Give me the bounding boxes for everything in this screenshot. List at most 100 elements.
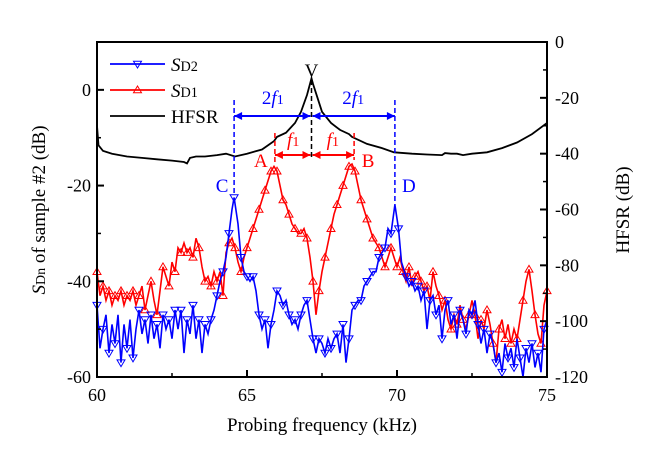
data-point-SD1 [104, 285, 114, 295]
data-point-SD1 [206, 281, 216, 290]
data-point-SD2 [104, 349, 114, 359]
y-axis-label-left: SDn of sample #2 (dB) [29, 125, 50, 294]
ticks: 60 65 70 75 0 -20 -40 -60 0 -20 -40 -60 -80 -100 -120 [67, 32, 588, 405]
data-point-SD1 [332, 199, 342, 209]
data-point-SD2 [308, 335, 318, 344]
label-V: V [305, 61, 319, 82]
data-point-SD2 [393, 225, 404, 234]
data-point-SD2 [356, 297, 366, 306]
data-point-SD1 [308, 276, 318, 285]
data-point-SD2 [374, 254, 384, 263]
x-tick-label: 70 [388, 385, 406, 405]
y-tick-label: -20 [67, 176, 91, 196]
x-tick-label: 65 [238, 385, 256, 405]
legend-label-SD1-sub: D1 [181, 85, 198, 101]
data-point-SD1 [518, 295, 528, 304]
data-point-SD1 [440, 295, 450, 304]
data-point-SD1 [296, 228, 306, 237]
data-point-SD1 [170, 266, 180, 276]
arrow-f1-left-head-right [302, 151, 311, 159]
data-point-SD2 [443, 297, 453, 306]
label-2f1-right-f: f [352, 88, 360, 109]
data-point-SD1 [122, 290, 132, 299]
label-2f1-right-sub: 1 [357, 93, 364, 108]
data-point-SD1 [362, 214, 372, 223]
data-point-SD2 [449, 311, 459, 320]
data-point-SD2 [110, 340, 120, 349]
label-f1-left: f1 [287, 130, 299, 151]
data-point-SD2 [224, 230, 234, 239]
data-point-SD1 [194, 242, 204, 252]
data-point-SD2 [152, 321, 162, 330]
data-point-SD1 [224, 238, 234, 247]
data-point-SD2 [527, 340, 537, 349]
label-A: A [254, 151, 268, 172]
data-point-SD2 [362, 277, 372, 287]
data-point-SD1 [158, 261, 168, 271]
ylabel-sub: Dn [34, 268, 49, 285]
data-point-SD1 [500, 333, 510, 343]
data-point-SD2 [485, 330, 495, 339]
data-point-SD1 [188, 252, 198, 261]
data-point-SD2 [206, 316, 216, 325]
data-point-SD2 [200, 321, 210, 330]
data-point-SD2 [515, 354, 525, 363]
y-right-tick-label: -60 [555, 200, 579, 220]
data-point-SD2 [479, 325, 489, 335]
arrow-2f1-left-head-right [302, 112, 311, 120]
data-point-SD2 [497, 368, 507, 378]
data-point-SD1 [260, 185, 270, 194]
data-point-SD2 [176, 306, 186, 315]
label-2f1-right: 2f1 [342, 88, 364, 109]
data-point-SD1 [152, 309, 162, 319]
series-line-HFSR [96, 74, 548, 165]
arrow-2f1-left-head-left [234, 112, 243, 120]
data-point-SD1 [404, 261, 414, 271]
legend-marker-SD1 [132, 85, 143, 94]
data-point-SD2 [248, 273, 258, 282]
data-point-SD1 [434, 290, 444, 299]
data-point-SD1 [344, 161, 354, 170]
data-point-SD2 [344, 335, 354, 344]
x-tick-label: 75 [538, 385, 556, 405]
data-point-SD1 [530, 309, 540, 319]
data-point-SD2 [236, 254, 246, 263]
data-point-SD1 [176, 247, 186, 256]
legend-label-HFSR: HFSR [171, 107, 219, 128]
data-point-SD2 [461, 330, 471, 339]
label-2f1-left-f: f [271, 88, 279, 109]
arrow-f1-right-head-right [346, 151, 355, 159]
legend-label-SD1: SD1 [171, 81, 198, 102]
label-C: C [216, 176, 229, 197]
data-point-SD2 [338, 321, 348, 330]
data-point-SD1 [134, 290, 144, 299]
data-point-SD1 [368, 233, 378, 242]
data-point-SD2 [455, 306, 465, 315]
arrow-f1-right-head-left [312, 151, 321, 159]
data-point-SD2 [290, 316, 300, 325]
data-point-SD1 [302, 233, 312, 242]
data-point-SD1 [278, 194, 288, 204]
data-point-SD1 [326, 223, 336, 232]
data-point-SD1 [392, 261, 402, 271]
data-point-SD1 [494, 324, 504, 333]
data-point-SD2 [146, 311, 156, 320]
data-point-SD2 [419, 287, 429, 296]
y-tick-label: -40 [67, 271, 91, 291]
data-point-SD2 [272, 287, 282, 296]
data-point-SD2 [431, 311, 441, 320]
data-point-SD2 [368, 268, 378, 277]
data-point-SD1 [428, 266, 438, 276]
label-D: D [402, 176, 416, 197]
data-point-SD2 [212, 292, 222, 301]
arrow-2f1-right-head-left [312, 112, 321, 120]
data-point-SD2 [467, 311, 477, 320]
legend-marker-SD2 [132, 60, 143, 69]
data-point-SD2 [320, 349, 330, 359]
data-point-SD2 [140, 316, 150, 325]
data-point-SD2 [194, 316, 204, 325]
label-2f1-left-sub: 1 [277, 93, 284, 108]
data-point-SD1 [254, 204, 264, 213]
